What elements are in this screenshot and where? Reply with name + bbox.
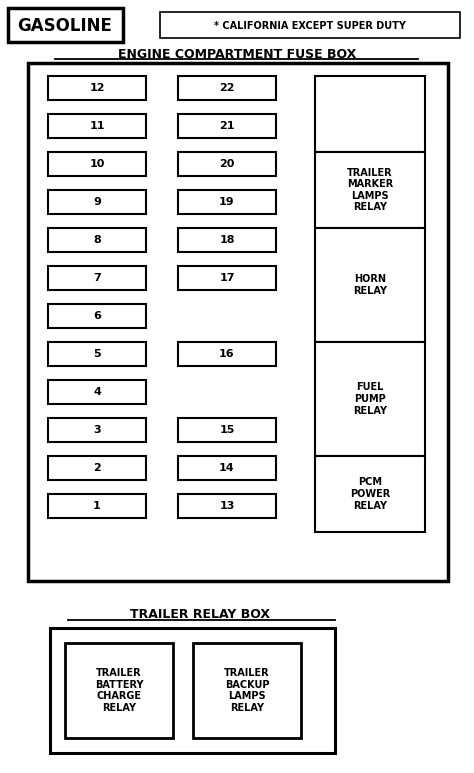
Bar (315, 456, 425, 532)
Text: 10: 10 (89, 159, 105, 169)
Bar (315, 342, 425, 456)
Text: 5: 5 (93, 349, 101, 359)
Text: FUEL
PUMP
RELAY: FUEL PUMP RELAY (353, 383, 387, 416)
Text: 18: 18 (219, 235, 235, 245)
Text: GASOLINE: GASOLINE (18, 17, 112, 35)
Text: * CALIFORNIA EXCEPT SUPER DUTY: * CALIFORNIA EXCEPT SUPER DUTY (214, 21, 406, 31)
Bar (178, 342, 276, 366)
Text: TRAILER
MARKER
LAMPS
RELAY: TRAILER MARKER LAMPS RELAY (347, 168, 393, 213)
Text: 9: 9 (93, 197, 101, 207)
Bar (178, 418, 276, 442)
Text: 4: 4 (93, 387, 101, 397)
Bar (48, 418, 146, 442)
Bar (48, 76, 146, 100)
Bar (48, 494, 146, 518)
Text: 3: 3 (93, 425, 101, 435)
Bar (178, 76, 276, 100)
Bar (160, 12, 460, 38)
Text: TRAILER
BACKUP
LAMPS
RELAY: TRAILER BACKUP LAMPS RELAY (224, 668, 270, 713)
Bar (48, 266, 146, 290)
Text: 14: 14 (219, 463, 235, 473)
Text: ENGINE COMPARTMENT FUSE BOX: ENGINE COMPARTMENT FUSE BOX (118, 47, 356, 60)
Bar (48, 304, 146, 328)
Bar (48, 456, 146, 480)
Bar (178, 266, 276, 290)
Bar (48, 152, 146, 176)
Bar (8, 8, 123, 42)
Bar (178, 228, 276, 252)
Text: 7: 7 (93, 273, 101, 283)
Text: 16: 16 (219, 349, 235, 359)
Bar (48, 342, 146, 366)
Text: 17: 17 (219, 273, 235, 283)
Text: 6: 6 (93, 311, 101, 321)
Text: HORN
RELAY: HORN RELAY (353, 274, 387, 296)
Bar (28, 63, 448, 581)
Text: 20: 20 (219, 159, 235, 169)
Bar (48, 228, 146, 252)
Bar (50, 628, 335, 753)
Bar (193, 643, 301, 738)
Text: TRAILER RELAY BOX: TRAILER RELAY BOX (130, 608, 270, 621)
Bar (315, 152, 425, 228)
Text: 11: 11 (89, 121, 105, 131)
Text: 13: 13 (219, 501, 235, 511)
Text: 1: 1 (93, 501, 101, 511)
Text: TRAILER
BATTERY
CHARGE
RELAY: TRAILER BATTERY CHARGE RELAY (95, 668, 143, 713)
Bar (315, 228, 425, 342)
Bar (315, 76, 425, 152)
Bar (48, 380, 146, 404)
Bar (65, 643, 173, 738)
Bar (48, 190, 146, 214)
Text: 2: 2 (93, 463, 101, 473)
Text: 12: 12 (89, 83, 105, 93)
Bar (178, 190, 276, 214)
Bar (48, 114, 146, 138)
Text: PCM
POWER
RELAY: PCM POWER RELAY (350, 478, 390, 511)
Text: 21: 21 (219, 121, 235, 131)
Bar (178, 152, 276, 176)
Text: 15: 15 (219, 425, 235, 435)
Bar (178, 114, 276, 138)
Text: 22: 22 (219, 83, 235, 93)
Text: 19: 19 (219, 197, 235, 207)
Text: 8: 8 (93, 235, 101, 245)
Bar (178, 494, 276, 518)
Bar (178, 456, 276, 480)
